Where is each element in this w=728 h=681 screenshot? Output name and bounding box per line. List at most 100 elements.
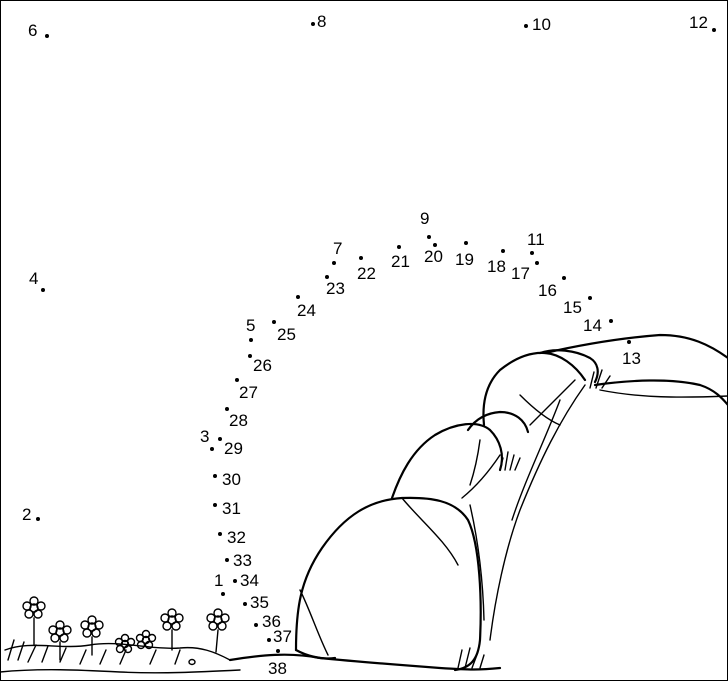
dot-label-29: 29: [224, 439, 243, 458]
dot-5: 5: [246, 316, 255, 342]
dot-25: 25: [272, 320, 296, 344]
dot-point-21: [397, 245, 401, 249]
dot-label-10: 10: [532, 15, 551, 34]
dot-label-18: 18: [487, 257, 506, 276]
dot-6: 6: [28, 21, 49, 40]
dot-point-13: [627, 340, 631, 344]
dot-38: 38: [268, 649, 287, 678]
dot-label-17: 17: [511, 264, 530, 283]
dot-point-20: [433, 243, 437, 247]
dot-label-20: 20: [424, 247, 443, 266]
dot-8: 8: [311, 12, 326, 31]
dot-point-2: [36, 517, 40, 521]
dot-point-12: [712, 28, 716, 32]
dot-label-6: 6: [28, 21, 37, 40]
dot-label-14: 14: [583, 316, 602, 335]
dot-point-24: [296, 295, 300, 299]
dot-label-38: 38: [268, 659, 287, 678]
dot-label-22: 22: [357, 264, 376, 283]
dot-point-38: [276, 649, 280, 653]
dot-15: 15: [563, 296, 592, 317]
dot-14: 14: [583, 316, 613, 335]
dot-point-23: [325, 275, 329, 279]
dot-label-16: 16: [538, 281, 557, 300]
dot-point-4: [41, 288, 45, 292]
dot-7: 7: [332, 239, 342, 265]
dot-label-23: 23: [326, 279, 345, 298]
dot-label-33: 33: [233, 551, 252, 570]
dots-layer: 1234567891011121314151617181920212223242…: [22, 12, 716, 678]
dot-label-24: 24: [297, 301, 316, 320]
dot-37: 37: [267, 627, 292, 646]
dot-point-36: [254, 623, 258, 627]
dot-21: 21: [391, 245, 410, 271]
dot-point-25: [272, 320, 276, 324]
dot-point-35: [243, 602, 247, 606]
dot-point-9: [427, 235, 431, 239]
dot-label-15: 15: [563, 298, 582, 317]
dot-point-19: [464, 241, 468, 245]
dot-13: 13: [622, 340, 641, 368]
dot-label-26: 26: [253, 356, 272, 375]
dot-35: 35: [243, 593, 269, 612]
dot-label-19: 19: [455, 250, 474, 269]
dot-point-27: [235, 378, 239, 382]
dot-label-4: 4: [29, 269, 38, 288]
dot-label-25: 25: [277, 325, 296, 344]
dot-point-37: [267, 638, 271, 642]
dot-27: 27: [235, 378, 258, 402]
dot-label-34: 34: [240, 571, 259, 590]
dot-32: 32: [218, 528, 246, 547]
dot-label-37: 37: [273, 627, 292, 646]
dot-label-30: 30: [222, 470, 241, 489]
dot-point-1: [221, 592, 225, 596]
dot-point-30: [213, 474, 217, 478]
dot-24: 24: [296, 295, 316, 320]
dot-22: 22: [357, 256, 376, 283]
dot-label-12: 12: [689, 13, 708, 32]
dot-4: 4: [29, 269, 45, 292]
dot-point-29: [218, 437, 222, 441]
dot-1: 1: [214, 571, 225, 596]
flowers-drawing: [0, 596, 241, 674]
dot-point-34: [233, 579, 237, 583]
dot-point-33: [225, 558, 229, 562]
dot-30: 30: [213, 470, 241, 489]
dot-19: 19: [455, 241, 474, 269]
dot-point-8: [311, 22, 315, 26]
dot-29: 29: [218, 437, 243, 458]
dot-9: 9: [420, 209, 431, 239]
dot-2: 2: [22, 505, 40, 524]
dot-28: 28: [225, 407, 248, 430]
dot-20: 20: [424, 243, 443, 266]
dot-16: 16: [538, 276, 566, 300]
rock-arch-drawing: [228, 333, 728, 672]
dot-31: 31: [213, 499, 241, 518]
dot-point-14: [609, 319, 613, 323]
dot-label-3: 3: [200, 427, 209, 446]
dot-label-2: 2: [22, 505, 31, 524]
dot-34: 34: [233, 571, 259, 590]
dot-label-28: 28: [229, 411, 248, 430]
dot-label-35: 35: [250, 593, 269, 612]
dot-23: 23: [325, 275, 345, 298]
dot-point-5: [249, 338, 253, 342]
dot-label-1: 1: [214, 571, 223, 590]
dot-10: 10: [524, 15, 551, 34]
dot-33: 33: [225, 551, 252, 570]
dot-point-31: [213, 503, 217, 507]
dot-12: 12: [689, 13, 716, 32]
dot-label-7: 7: [333, 239, 342, 258]
dot-label-8: 8: [317, 12, 326, 31]
dot-17: 17: [511, 261, 539, 283]
dot-18: 18: [487, 249, 506, 276]
dot-point-15: [588, 296, 592, 300]
dot-label-11: 11: [527, 230, 545, 249]
dot-36: 36: [254, 612, 281, 631]
dot-label-27: 27: [239, 383, 258, 402]
dot-point-32: [218, 532, 222, 536]
dot-point-17: [535, 261, 539, 265]
dot-label-32: 32: [227, 528, 246, 547]
dot-point-26: [248, 354, 252, 358]
